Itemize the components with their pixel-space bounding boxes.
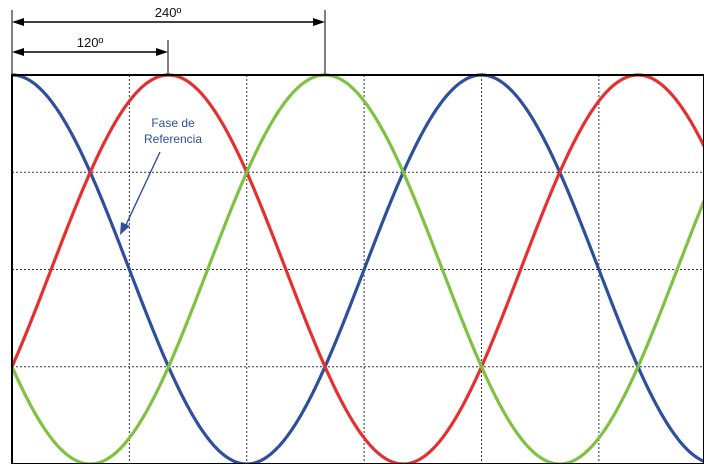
phase-curve-1: [11, 73, 704, 464]
plot-frame: [11, 74, 704, 464]
plot-grid: [12, 75, 704, 464]
dimension-120: 120º: [12, 35, 169, 75]
annotation-arrow-line: [124, 151, 161, 228]
dimension-240-arrowhead-right: [313, 18, 325, 26]
dimension-120-arrowhead-left: [12, 48, 24, 56]
dimension-240: 240º: [11, 5, 326, 75]
dimension-120-label: 120º: [77, 35, 104, 50]
annotation-line-1: Fase de: [151, 116, 195, 130]
dimension-120-arrowhead-right: [156, 48, 168, 56]
phase-curve-3: [10, 73, 704, 464]
dimension-240-label: 240º: [155, 5, 182, 20]
annotation-line-2: Referencia: [144, 132, 202, 146]
dimension-240-arrowhead-left: [12, 18, 24, 26]
annotation-background: [140, 114, 206, 148]
reference-phase-annotation: Fase de Referencia: [120, 114, 206, 235]
annotation-arrowhead: [120, 222, 130, 235]
